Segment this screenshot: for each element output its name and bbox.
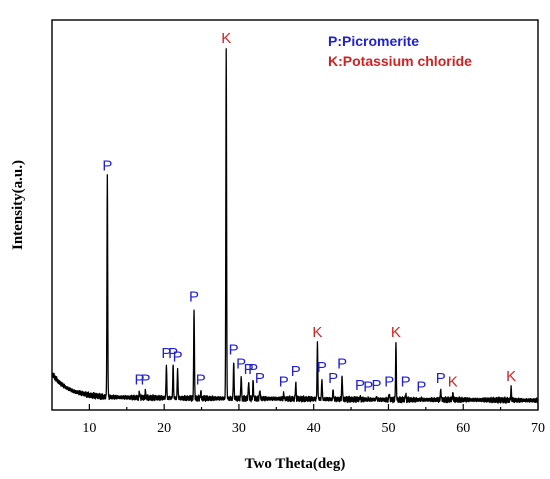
x-axis-title: Two Theta(deg) <box>245 456 346 472</box>
peak-label-p: P <box>401 373 411 390</box>
peak-label-p: P <box>337 356 347 373</box>
legend: P:Picromerite K:Potassium chloride <box>328 33 472 69</box>
x-tick-label: 60 <box>456 421 470 436</box>
peak-label-p: P <box>244 361 254 378</box>
peak-label-p: P <box>161 345 171 362</box>
peak-label-p: P <box>291 363 301 380</box>
peak-label-p: P <box>317 359 327 376</box>
peak-label-p: P <box>248 361 258 378</box>
peak-label-k: K <box>506 368 516 385</box>
x-tick-label: 70 <box>531 421 545 436</box>
peak-label-p: P <box>196 372 206 389</box>
peak-label-p: P <box>371 377 381 394</box>
x-tick-label: 50 <box>381 421 395 436</box>
peak-label-p: P <box>363 379 373 396</box>
xrd-pattern-line <box>51 48 539 404</box>
peak-label-k: K <box>448 373 458 390</box>
peak-label-p: P <box>416 379 426 396</box>
peak-label-p: P <box>279 373 289 390</box>
peak-label-p: P <box>384 373 394 390</box>
peak-label-p: P <box>229 342 239 359</box>
peak-label-k: K <box>221 30 231 47</box>
peak-label-p: P <box>102 157 112 174</box>
legend-entry: P:Picromerite <box>328 33 419 49</box>
plot-area <box>51 19 539 411</box>
legend-entry: K:Potassium chloride <box>328 53 472 69</box>
peak-label-p: P <box>255 370 265 387</box>
peak-label-p: P <box>168 345 178 362</box>
y-axis-title: Intensity(a.u.) <box>10 160 26 250</box>
x-axis-ticks <box>88 404 539 410</box>
x-tick-label: 20 <box>157 421 171 436</box>
x-axis-tick-labels: 10 20 30 40 50 60 70 <box>82 421 545 436</box>
peak-label-p: P <box>436 370 446 387</box>
peak-label-p: P <box>355 377 365 394</box>
peak-label-p: P <box>328 370 338 387</box>
peak-label-p: P <box>189 288 199 305</box>
peak-label-k: K <box>391 324 401 341</box>
x-tick-label: 30 <box>232 421 246 436</box>
x-tick-label: 10 <box>82 421 96 436</box>
peak-label-k: K <box>312 324 322 341</box>
peak-label-p: P <box>236 356 246 373</box>
peak-label-p: P <box>140 372 150 389</box>
peak-label-p: P <box>173 349 183 366</box>
peak-label-p: P <box>134 372 144 389</box>
x-tick-label: 40 <box>307 421 321 436</box>
